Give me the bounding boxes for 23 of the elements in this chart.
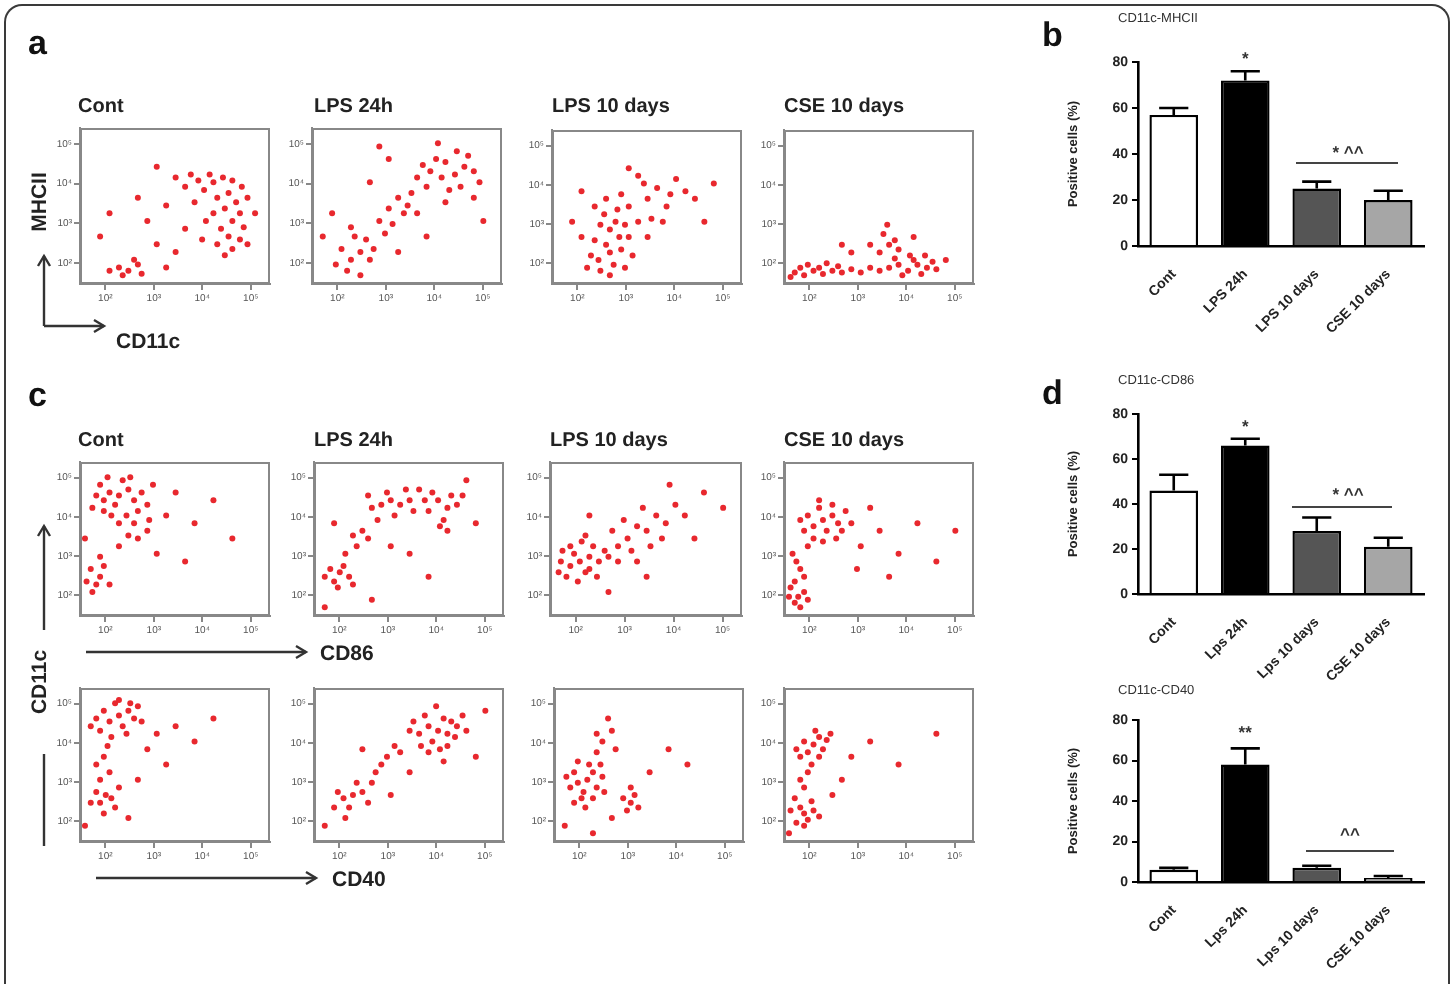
annotation: * [1241,46,1249,67]
annotation: * ^^ [1332,141,1364,162]
text: d [1042,374,1063,412]
x-axis-title: CD40 [332,867,386,891]
annotation: ^^ [1340,822,1360,843]
chart-title: Cont [78,430,124,452]
text: c [28,376,47,414]
x-axis-title: CD11c [116,329,181,353]
text: a [28,24,47,62]
y-axis-title: MHCII [26,172,51,232]
annotation: ** [1238,721,1252,742]
y-axis-title: CD11c [27,649,52,715]
x-axis-title: CD86 [320,641,374,665]
chart-title: LPS 10 days [552,95,670,117]
chart-title: Cont [78,95,124,117]
chart-title: LPS 24h [314,95,393,117]
chart-title: LPS 10 days [550,430,668,452]
chart-title: CSE 10 days [784,430,905,452]
annotation: * [1241,414,1249,435]
chart-title: CSE 10 days [784,95,905,117]
chart-title: LPS 24h [314,430,393,452]
annotation: * ^^ [1332,482,1364,503]
text: b [1042,16,1063,54]
